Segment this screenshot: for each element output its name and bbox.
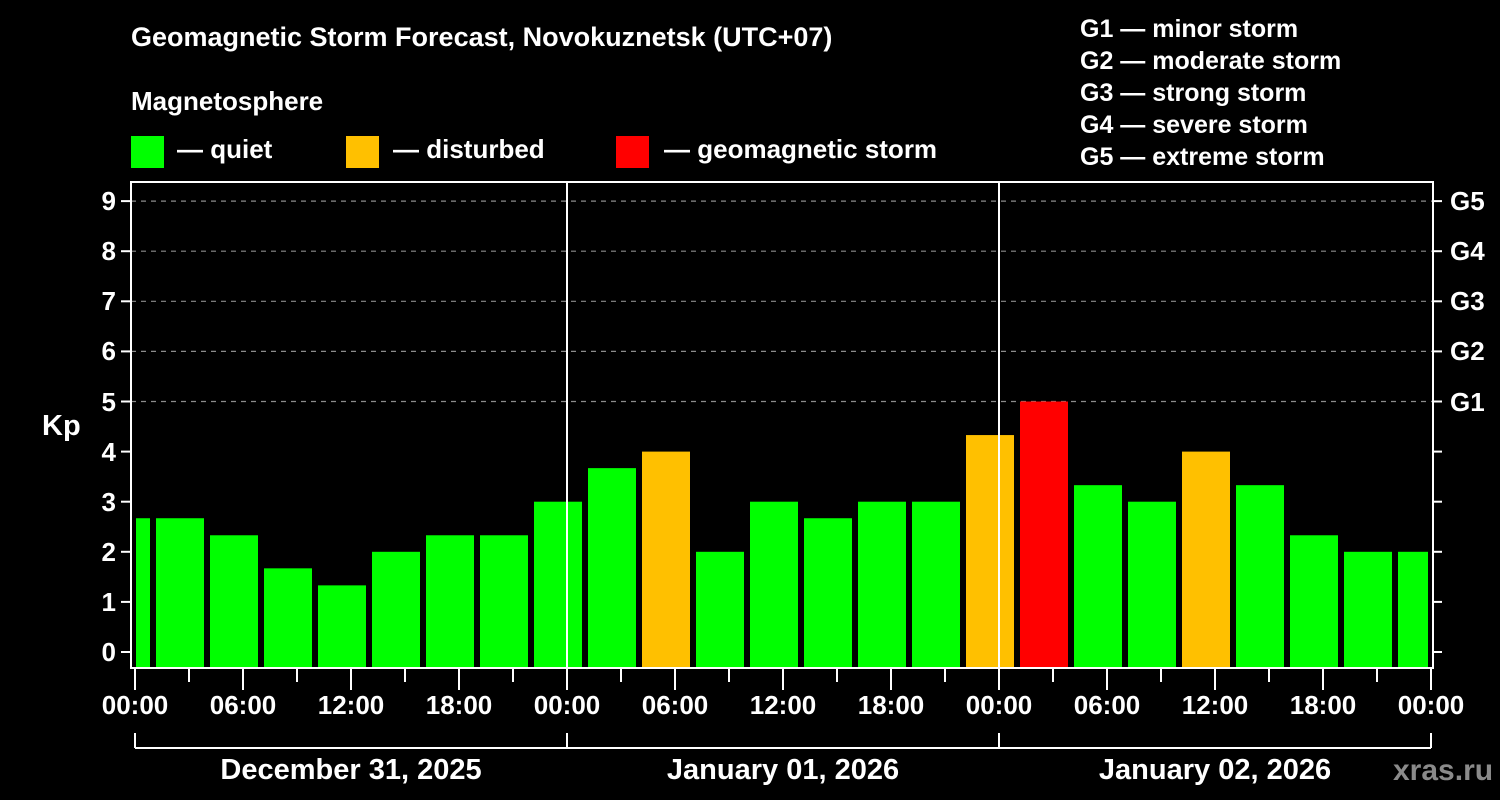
kp-bar	[372, 551, 420, 668]
x-tick-label: 06:00	[1073, 690, 1141, 720]
y-tick-label: 4	[101, 436, 116, 467]
g-tick-label: G3	[1450, 286, 1485, 317]
x-tick-label: 06:00	[209, 690, 277, 720]
g-tick-label: G1	[1450, 386, 1485, 417]
x-tick-label: 06:00	[641, 690, 709, 720]
kp-bar	[966, 435, 1014, 668]
kp-bar	[912, 501, 960, 668]
y-tick-label: 6	[101, 336, 116, 367]
kp-bar	[1236, 485, 1284, 668]
g-tick-label: G4	[1450, 236, 1485, 267]
g-scale-g5: G5 — extreme storm	[1080, 143, 1325, 171]
kp-bar	[136, 518, 150, 668]
kp-bar	[858, 501, 906, 668]
y-tick-label: 3	[101, 486, 116, 517]
kp-bar	[480, 535, 528, 668]
y-tick-label: 5	[101, 386, 116, 417]
kp-bar	[1398, 551, 1428, 668]
x-tick-label: 18:00	[857, 690, 925, 720]
chart-title: Geomagnetic Storm Forecast, Novokuznetsk…	[131, 22, 833, 52]
g-scale-g4: G4 — severe storm	[1080, 111, 1308, 139]
x-tick-label: 00:00	[533, 690, 601, 720]
date-label: December 31, 2025	[220, 754, 482, 786]
x-tick-label: 00:00	[101, 690, 169, 720]
kp-bar	[534, 501, 582, 668]
x-tick-label: 18:00	[425, 690, 493, 720]
kp-bar	[1182, 451, 1230, 668]
x-tick-label: 12:00	[317, 690, 385, 720]
x-tick-label: 18:00	[1289, 690, 1357, 720]
y-tick-label: 7	[101, 286, 116, 317]
legend-label-disturbed: — disturbed	[393, 134, 545, 164]
legend-heading: Magnetosphere	[131, 86, 324, 116]
kp-bar	[642, 451, 690, 668]
kp-bar	[210, 535, 258, 668]
x-tick-label: 12:00	[1181, 690, 1249, 720]
legend-swatch-disturbed	[346, 136, 379, 168]
kp-bar	[588, 468, 636, 668]
y-tick-label: 9	[101, 186, 116, 217]
kp-bar	[318, 585, 366, 668]
kp-bar	[156, 518, 204, 668]
legend-label-quiet: — quiet	[177, 134, 273, 164]
legend-label-storm: — geomagnetic storm	[664, 134, 938, 164]
g-scale-g3: G3 — strong storm	[1080, 79, 1307, 107]
kp-bar	[1344, 551, 1392, 668]
y-tick-label: 2	[101, 536, 116, 567]
legend-swatch-quiet	[131, 136, 164, 168]
kp-bar	[1074, 485, 1122, 668]
g-tick-label: G2	[1450, 336, 1485, 367]
kp-bar	[1128, 501, 1176, 668]
g-tick-label: G5	[1450, 186, 1485, 217]
y-tick-label: 0	[101, 637, 116, 667]
g-scale-g2: G2 — moderate storm	[1080, 47, 1342, 75]
x-tick-label: 00:00	[965, 690, 1033, 720]
kp-bar	[426, 535, 474, 668]
date-label: January 02, 2026	[1098, 754, 1332, 786]
kp-bar	[804, 518, 852, 668]
watermark: xras.ru	[1393, 754, 1494, 787]
g-scale-g1: G1 — minor storm	[1080, 15, 1299, 43]
kp-bar	[750, 501, 798, 668]
legend-swatch-storm	[616, 136, 649, 168]
kp-bar	[1020, 401, 1068, 668]
x-tick-label: 00:00	[1397, 690, 1465, 720]
y-tick-label: 8	[101, 236, 116, 267]
y-axis-label: Kp	[42, 410, 81, 442]
kp-bar	[1290, 535, 1338, 668]
x-tick-label: 12:00	[749, 690, 817, 720]
date-label: January 01, 2026	[666, 754, 900, 786]
kp-bar	[696, 551, 744, 668]
kp-bar	[264, 568, 312, 668]
y-tick-label: 1	[101, 586, 116, 617]
